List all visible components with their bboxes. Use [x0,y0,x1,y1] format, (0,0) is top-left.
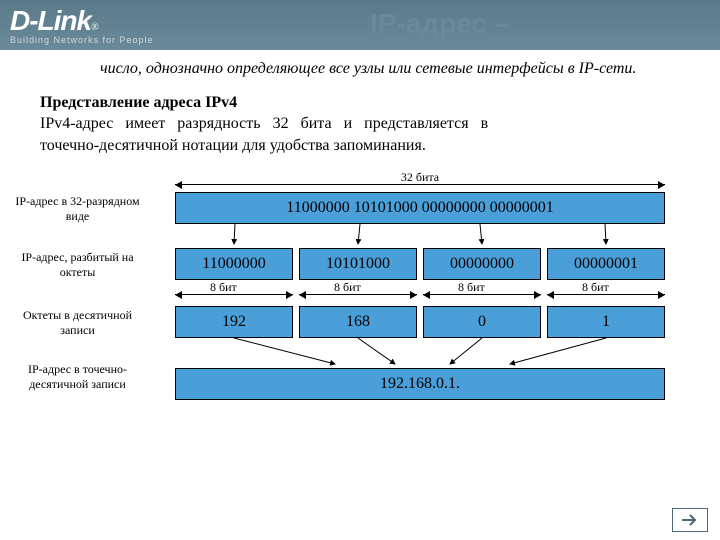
header-bar: D-Link ® Building Networks for People [0,0,720,50]
side-label-dotted: IP-адрес в точечно-десятичной записи [10,362,145,391]
side-label-octets-dec: Октеты в десятичной записи [10,308,145,337]
octet-bin-2: 00000000 [423,248,541,280]
octet-bin-0: 11000000 [175,248,293,280]
bar-dotted: 192.168.0.1. [175,368,665,400]
page-title: IP-адрес – [370,8,510,40]
dim-label-8-1: 8 бит [334,280,361,295]
section-heading: Представление адреса IPv4 [40,92,680,114]
logo: D-Link ® Building Networks for People [10,5,154,45]
dim-label-8-0: 8 бит [210,280,237,295]
side-label-32bit: IP-адрес в 32-разрядном виде [10,194,145,223]
subtitle: число, однозначно определяющее все узлы … [0,50,720,84]
octet-bin-3: 00000001 [547,248,665,280]
octet-bin-1: 10101000 [299,248,417,280]
section-body-line2: точечно-десятичной нотации для удобства … [40,135,680,157]
section: Представление адреса IPv4 IPv4-адрес име… [0,84,720,161]
next-button[interactable] [672,508,708,532]
dim-label-8-2: 8 бит [458,280,485,295]
side-label-octets-bin: IP-адрес, разбитый на октеты [10,250,145,279]
ip-diagram: 32 бита IP-адрес в 32-разрядном виде 110… [20,170,700,470]
dim-label-8-3: 8 бит [582,280,609,295]
dim-label-32: 32 бита [390,170,450,185]
octet-dec-2: 0 [423,306,541,338]
logo-tagline: Building Networks for People [10,35,154,45]
bar-full-binary: 11000000 10101000 00000000 00000001 [175,192,665,224]
merge-arrows [175,338,665,368]
subtitle-text: число, однозначно определяющее все узлы … [100,60,636,77]
section-body-line1: IPv4-адрес имеет разрядность 32 бита и п… [40,113,680,135]
logo-registered: ® [91,22,99,33]
logo-text: D-Link [10,5,91,37]
octet-dec-3: 1 [547,306,665,338]
octet-dec-0: 192 [175,306,293,338]
arrow-right-icon [681,513,699,527]
split-arrows [175,224,665,248]
octet-dec-1: 168 [299,306,417,338]
